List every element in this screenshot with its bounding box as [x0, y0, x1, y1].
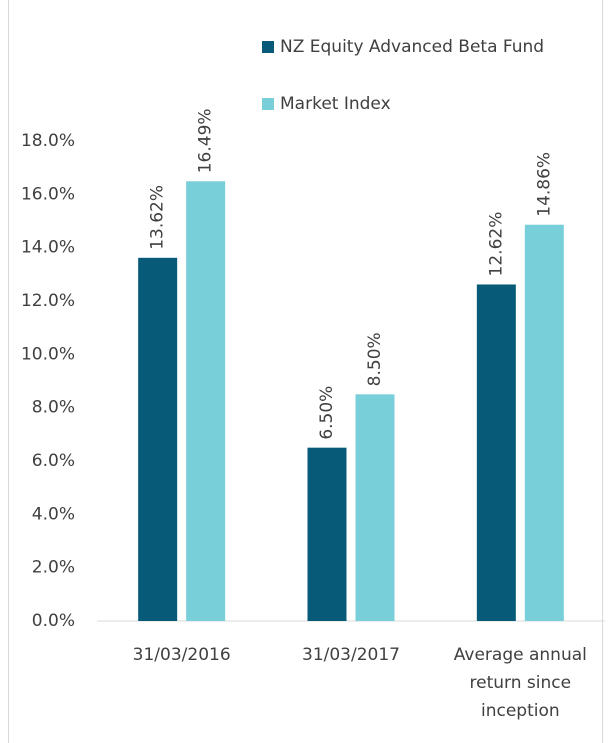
x-tick-label: 31/03/2016: [132, 645, 231, 665]
bar: [138, 257, 178, 621]
legend-swatch: [262, 41, 274, 53]
data-label: 6.50%: [317, 386, 337, 440]
y-tick-label: 2.0%: [32, 558, 75, 578]
chart-border: [8, 0, 603, 743]
y-tick-label: 6.0%: [32, 451, 75, 471]
legend-swatch: [262, 98, 274, 110]
y-tick-label: 12.0%: [21, 291, 75, 311]
bar: [476, 284, 516, 621]
bar: [186, 181, 226, 621]
y-tick-label: 8.0%: [32, 398, 75, 418]
legend-label: NZ Equity Advanced Beta Fund: [280, 37, 544, 57]
x-tick-label: 31/03/2017: [302, 645, 400, 665]
y-tick-label: 10.0%: [21, 344, 75, 364]
y-tick-label: 18.0%: [21, 131, 75, 151]
y-tick-label: 0.0%: [32, 611, 75, 631]
data-label: 12.62%: [486, 212, 506, 277]
data-label: 13.62%: [148, 185, 168, 250]
data-label: 14.86%: [534, 152, 554, 217]
x-tick-label: Average annual return since inception: [453, 645, 587, 721]
bar: [524, 224, 564, 621]
y-tick-label: 14.0%: [21, 238, 75, 258]
bar: [355, 394, 395, 621]
bar: [307, 447, 347, 621]
y-tick-label: 16.0%: [21, 184, 75, 204]
data-label: 8.50%: [365, 332, 385, 386]
legend-label: Market Index: [280, 94, 391, 114]
y-tick-label: 4.0%: [32, 504, 75, 524]
data-label: 16.49%: [196, 108, 216, 173]
